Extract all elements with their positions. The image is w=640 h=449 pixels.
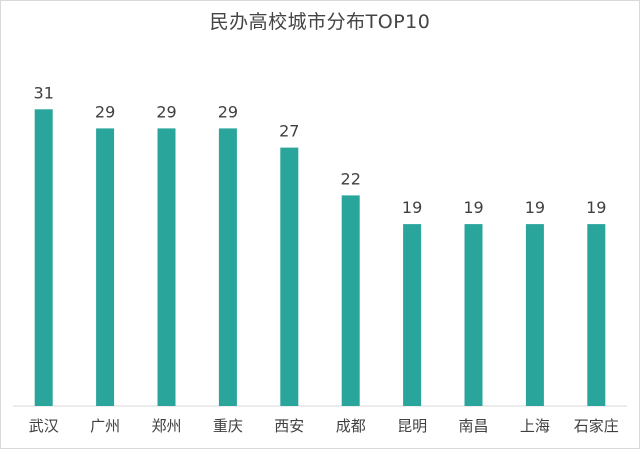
category-label-0: 武汉: [29, 417, 59, 435]
value-label-4: 27: [279, 122, 299, 141]
chart-title: 民办高校城市分布TOP10: [209, 11, 431, 33]
category-label-1: 广州: [90, 417, 120, 435]
value-label-6: 19: [402, 198, 422, 217]
category-label-5: 成都: [336, 417, 366, 435]
bar-8: [525, 224, 544, 406]
bar-0: [34, 109, 53, 407]
category-label-3: 重庆: [213, 417, 243, 435]
bars-group: [34, 109, 606, 407]
value-label-9: 19: [586, 198, 606, 217]
value-labels-group: 31 29 29 29 27 22 19 19 19 19: [34, 83, 607, 217]
category-label-2: 郑州: [151, 417, 181, 435]
bar-5: [341, 195, 360, 406]
category-label-9: 石家庄: [574, 417, 619, 435]
category-labels-group: 武汉 广州 郑州 重庆 西安 成都 昆明 南昌 上海 石家庄: [29, 417, 619, 435]
value-label-7: 19: [463, 198, 483, 217]
value-label-2: 29: [156, 102, 176, 121]
bar-7: [464, 224, 483, 406]
value-label-1: 29: [95, 102, 115, 121]
value-label-5: 22: [341, 169, 361, 188]
bar-4: [280, 147, 299, 406]
bar-1: [96, 128, 115, 406]
bar-3: [218, 128, 237, 406]
bar-9: [587, 224, 606, 406]
category-label-6: 昆明: [397, 417, 427, 435]
bar-6: [403, 224, 422, 406]
value-label-0: 31: [34, 83, 54, 102]
bar-2: [157, 128, 176, 406]
value-label-3: 29: [218, 102, 238, 121]
category-label-8: 上海: [520, 417, 550, 435]
category-label-4: 西安: [274, 417, 304, 435]
category-label-7: 南昌: [458, 417, 488, 435]
value-label-8: 19: [525, 198, 545, 217]
